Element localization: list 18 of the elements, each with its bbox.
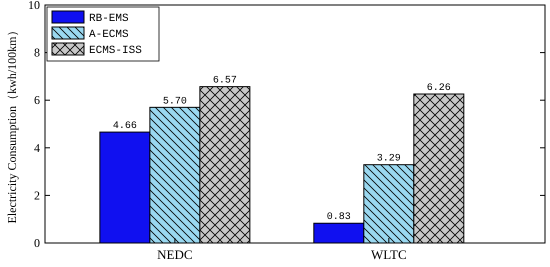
y-tick-label: 2 [34, 188, 40, 202]
y-tick-label: 10 [28, 0, 40, 12]
x-tick-label: NEDC [157, 247, 193, 262]
y-tick-label: 8 [34, 46, 40, 60]
y-tick-label: 4 [34, 140, 40, 155]
data-label: 3.29 [376, 154, 401, 165]
data-label: 0.83 [326, 212, 351, 224]
y-tick-label: 6 [34, 93, 40, 108]
data-label: 5.70 [162, 96, 187, 108]
data-label: 6.26 [426, 83, 451, 94]
x-tick-label: WLTC [370, 247, 407, 262]
y-tick-label: 0 [34, 236, 40, 250]
y-axis-title: Electricity Consumption（kwh/100km） [5, 24, 19, 224]
data-label: 4.66 [112, 121, 137, 132]
legend-label: ECMS-ISS [89, 45, 142, 57]
legend-label: RB-EMS [89, 13, 130, 25]
legend-label: A-ECMS [89, 29, 130, 41]
data-label: 6.57 [212, 76, 237, 87]
